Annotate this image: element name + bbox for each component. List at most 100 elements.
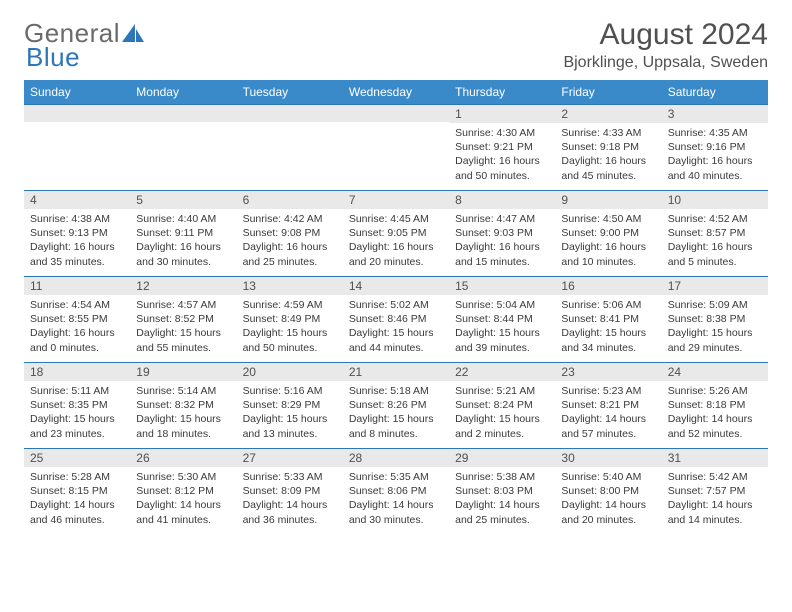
empty-day (343, 104, 449, 122)
day-details: Sunrise: 4:45 AMSunset: 9:05 PMDaylight:… (343, 209, 449, 271)
sunset-line: Sunset: 8:41 PM (561, 312, 655, 326)
calendar-cell: 23Sunrise: 5:23 AMSunset: 8:21 PMDayligh… (555, 362, 661, 448)
daylight-line: Daylight: 15 hours and 55 minutes. (136, 326, 230, 354)
day-number: 12 (130, 276, 236, 295)
sunrise-line: Sunrise: 4:45 AM (349, 212, 443, 226)
empty-day (237, 104, 343, 122)
sunset-line: Sunset: 9:03 PM (455, 226, 549, 240)
daylight-line: Daylight: 15 hours and 44 minutes. (349, 326, 443, 354)
daylight-line: Daylight: 15 hours and 29 minutes. (668, 326, 762, 354)
sunrise-line: Sunrise: 4:42 AM (243, 212, 337, 226)
day-details: Sunrise: 5:06 AMSunset: 8:41 PMDaylight:… (555, 295, 661, 357)
month-title: August 2024 (563, 18, 768, 52)
day-details: Sunrise: 4:33 AMSunset: 9:18 PMDaylight:… (555, 123, 661, 185)
sunrise-line: Sunrise: 4:47 AM (455, 212, 549, 226)
sunset-line: Sunset: 8:15 PM (30, 484, 124, 498)
calendar-cell: 3Sunrise: 4:35 AMSunset: 9:16 PMDaylight… (662, 104, 768, 190)
calendar-table: SundayMondayTuesdayWednesdayThursdayFrid… (24, 80, 768, 534)
sunrise-line: Sunrise: 5:30 AM (136, 470, 230, 484)
sunset-line: Sunset: 8:21 PM (561, 398, 655, 412)
day-details: Sunrise: 4:40 AMSunset: 9:11 PMDaylight:… (130, 209, 236, 271)
sunrise-line: Sunrise: 5:14 AM (136, 384, 230, 398)
calendar-cell (130, 104, 236, 190)
sunrise-line: Sunrise: 5:26 AM (668, 384, 762, 398)
daylight-line: Daylight: 15 hours and 18 minutes. (136, 412, 230, 440)
daylight-line: Daylight: 14 hours and 57 minutes. (561, 412, 655, 440)
page-header: General August 2024 Bjorklinge, Uppsala,… (24, 18, 768, 72)
sunrise-line: Sunrise: 5:04 AM (455, 298, 549, 312)
sunrise-line: Sunrise: 4:52 AM (668, 212, 762, 226)
sunset-line: Sunset: 8:35 PM (30, 398, 124, 412)
calendar-cell: 16Sunrise: 5:06 AMSunset: 8:41 PMDayligh… (555, 276, 661, 362)
sunrise-line: Sunrise: 5:21 AM (455, 384, 549, 398)
day-number: 25 (24, 448, 130, 467)
sunrise-line: Sunrise: 5:35 AM (349, 470, 443, 484)
sunset-line: Sunset: 9:13 PM (30, 226, 124, 240)
sunset-line: Sunset: 8:49 PM (243, 312, 337, 326)
sunset-line: Sunset: 7:57 PM (668, 484, 762, 498)
calendar-cell: 18Sunrise: 5:11 AMSunset: 8:35 PMDayligh… (24, 362, 130, 448)
day-number: 30 (555, 448, 661, 467)
calendar-cell: 30Sunrise: 5:40 AMSunset: 8:00 PMDayligh… (555, 448, 661, 534)
location-text: Bjorklinge, Uppsala, Sweden (563, 54, 768, 72)
calendar-row: 4Sunrise: 4:38 AMSunset: 9:13 PMDaylight… (24, 190, 768, 276)
sunset-line: Sunset: 8:06 PM (349, 484, 443, 498)
day-details: Sunrise: 5:40 AMSunset: 8:00 PMDaylight:… (555, 467, 661, 529)
sunrise-line: Sunrise: 5:28 AM (30, 470, 124, 484)
sunrise-line: Sunrise: 4:40 AM (136, 212, 230, 226)
day-number: 27 (237, 448, 343, 467)
sunrise-line: Sunrise: 4:50 AM (561, 212, 655, 226)
day-details: Sunrise: 4:38 AMSunset: 9:13 PMDaylight:… (24, 209, 130, 271)
daylight-line: Daylight: 15 hours and 39 minutes. (455, 326, 549, 354)
day-number: 29 (449, 448, 555, 467)
daylight-line: Daylight: 14 hours and 36 minutes. (243, 498, 337, 526)
calendar-cell: 31Sunrise: 5:42 AMSunset: 7:57 PMDayligh… (662, 448, 768, 534)
sunrise-line: Sunrise: 5:33 AM (243, 470, 337, 484)
calendar-cell: 12 Sunrise: 4:57 AMSunset: 8:52 PMDayligh… (130, 276, 236, 362)
day-number: 28 (343, 448, 449, 467)
day-details: Sunrise: 5:28 AMSunset: 8:15 PMDaylight:… (24, 467, 130, 529)
sunset-line: Sunset: 8:44 PM (455, 312, 549, 326)
title-block: August 2024 Bjorklinge, Uppsala, Sweden (563, 18, 768, 72)
day-details: Sunrise: 5:21 AMSunset: 8:24 PMDaylight:… (449, 381, 555, 443)
day-details: Sunrise: 5:09 AMSunset: 8:38 PMDaylight:… (662, 295, 768, 357)
sunset-line: Sunset: 8:52 PM (136, 312, 230, 326)
day-number: 9 (555, 190, 661, 209)
day-details: Sunrise: 5:42 AMSunset: 7:57 PMDaylight:… (662, 467, 768, 529)
day-details: Sunrise: 5:14 AMSunset: 8:32 PMDaylight:… (130, 381, 236, 443)
day-details: Sunrise: 4:30 AMSunset: 9:21 PMDaylight:… (449, 123, 555, 185)
sunset-line: Sunset: 9:00 PM (561, 226, 655, 240)
sunset-line: Sunset: 8:38 PM (668, 312, 762, 326)
calendar-cell: 2Sunrise: 4:33 AMSunset: 9:18 PMDaylight… (555, 104, 661, 190)
calendar-body: 1Sunrise: 4:30 AMSunset: 9:21 PMDaylight… (24, 104, 768, 534)
sunset-line: Sunset: 8:26 PM (349, 398, 443, 412)
calendar-cell: 10Sunrise: 4:52 AMSunset: 8:57 PMDayligh… (662, 190, 768, 276)
daylight-line: Daylight: 15 hours and 8 minutes. (349, 412, 443, 440)
sunrise-line: Sunrise: 5:11 AM (30, 384, 124, 398)
calendar-cell (343, 104, 449, 190)
sunrise-line: Sunrise: 4:57 AM (136, 298, 230, 312)
calendar-cell: 8Sunrise: 4:47 AMSunset: 9:03 PMDaylight… (449, 190, 555, 276)
sunrise-line: Sunrise: 4:30 AM (455, 126, 549, 140)
daylight-line: Daylight: 16 hours and 35 minutes. (30, 240, 124, 268)
sunrise-line: Sunrise: 5:40 AM (561, 470, 655, 484)
sunset-line: Sunset: 9:11 PM (136, 226, 230, 240)
day-details: Sunrise: 4:52 AMSunset: 8:57 PMDaylight:… (662, 209, 768, 271)
weekday-header: Friday (555, 80, 661, 104)
day-number: 5 (130, 190, 236, 209)
weekday-header: Tuesday (237, 80, 343, 104)
day-number: 18 (24, 362, 130, 381)
calendar-row: 25Sunrise: 5:28 AMSunset: 8:15 PMDayligh… (24, 448, 768, 534)
day-number: 16 (555, 276, 661, 295)
day-details: Sunrise: 5:30 AMSunset: 8:12 PMDaylight:… (130, 467, 236, 529)
sunset-line: Sunset: 9:16 PM (668, 140, 762, 154)
day-details: Sunrise: 5:26 AMSunset: 8:18 PMDaylight:… (662, 381, 768, 443)
calendar-cell: 5Sunrise: 4:40 AMSunset: 9:11 PMDaylight… (130, 190, 236, 276)
day-details: Sunrise: 5:04 AMSunset: 8:44 PMDaylight:… (449, 295, 555, 357)
daylight-line: Daylight: 14 hours and 25 minutes. (455, 498, 549, 526)
sunset-line: Sunset: 8:18 PM (668, 398, 762, 412)
daylight-line: Daylight: 15 hours and 2 minutes. (455, 412, 549, 440)
daylight-line: Daylight: 15 hours and 50 minutes. (243, 326, 337, 354)
daylight-line: Daylight: 16 hours and 25 minutes. (243, 240, 337, 268)
daylight-line: Daylight: 14 hours and 41 minutes. (136, 498, 230, 526)
